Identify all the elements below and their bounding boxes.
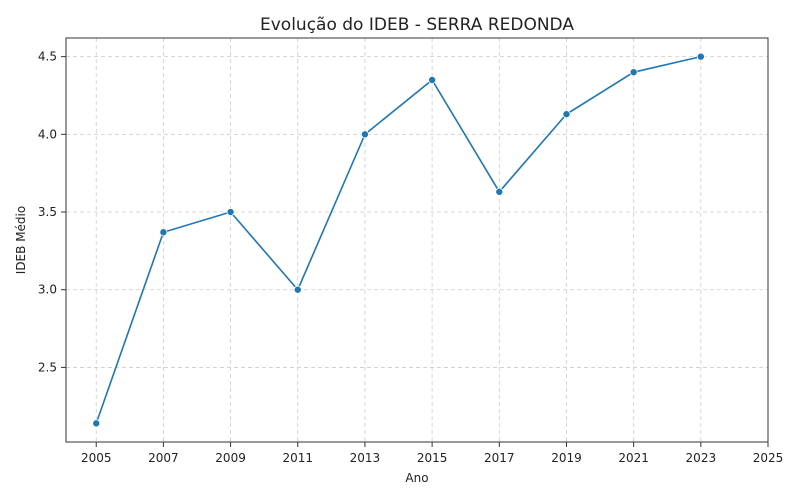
y-tick-label: 3.0 xyxy=(38,283,57,297)
y-axis-label: IDEB Médio xyxy=(14,206,28,274)
x-tick-label: 2021 xyxy=(618,451,649,465)
plot-frame xyxy=(65,37,769,443)
data-point xyxy=(562,110,571,119)
series-line xyxy=(95,55,702,424)
data-point xyxy=(696,52,705,61)
data-point xyxy=(495,187,504,196)
x-tick-label: 2025 xyxy=(753,451,784,465)
y-tick-label: 4.5 xyxy=(38,50,57,64)
x-tick-label: 2023 xyxy=(686,451,717,465)
data-point xyxy=(293,285,302,294)
data-point xyxy=(428,75,437,84)
y-tick-label: 4.0 xyxy=(38,127,57,141)
series-points xyxy=(92,52,705,428)
data-point xyxy=(159,228,168,237)
x-tick-label: 2011 xyxy=(282,451,313,465)
y-tick-label: 2.5 xyxy=(38,360,57,374)
x-axis-ticks: 2005 2007 2009 2011 2013 2015 2017 2019 2021 2023… xyxy=(81,442,783,465)
data-point xyxy=(226,208,235,217)
y-axis-ticks: 2.5 3.0 3.5 4.0 4.5 xyxy=(38,50,66,374)
x-tick-label: 2019 xyxy=(551,451,582,465)
x-tick-label: 2017 xyxy=(484,451,515,465)
data-point xyxy=(92,419,101,428)
x-axis-label: Ano xyxy=(405,471,428,485)
x-tick-label: 2007 xyxy=(148,451,179,465)
data-point xyxy=(629,68,638,77)
y-tick-label: 3.5 xyxy=(38,205,57,219)
x-tick-label: 2013 xyxy=(350,451,381,465)
x-tick-label: 2005 xyxy=(81,451,112,465)
data-point xyxy=(360,130,369,139)
grid-lines xyxy=(66,38,769,442)
x-tick-label: 2015 xyxy=(417,451,448,465)
x-tick-label: 2009 xyxy=(215,451,246,465)
chart-title: Evolução do IDEB - SERRA REDONDA xyxy=(260,15,574,35)
